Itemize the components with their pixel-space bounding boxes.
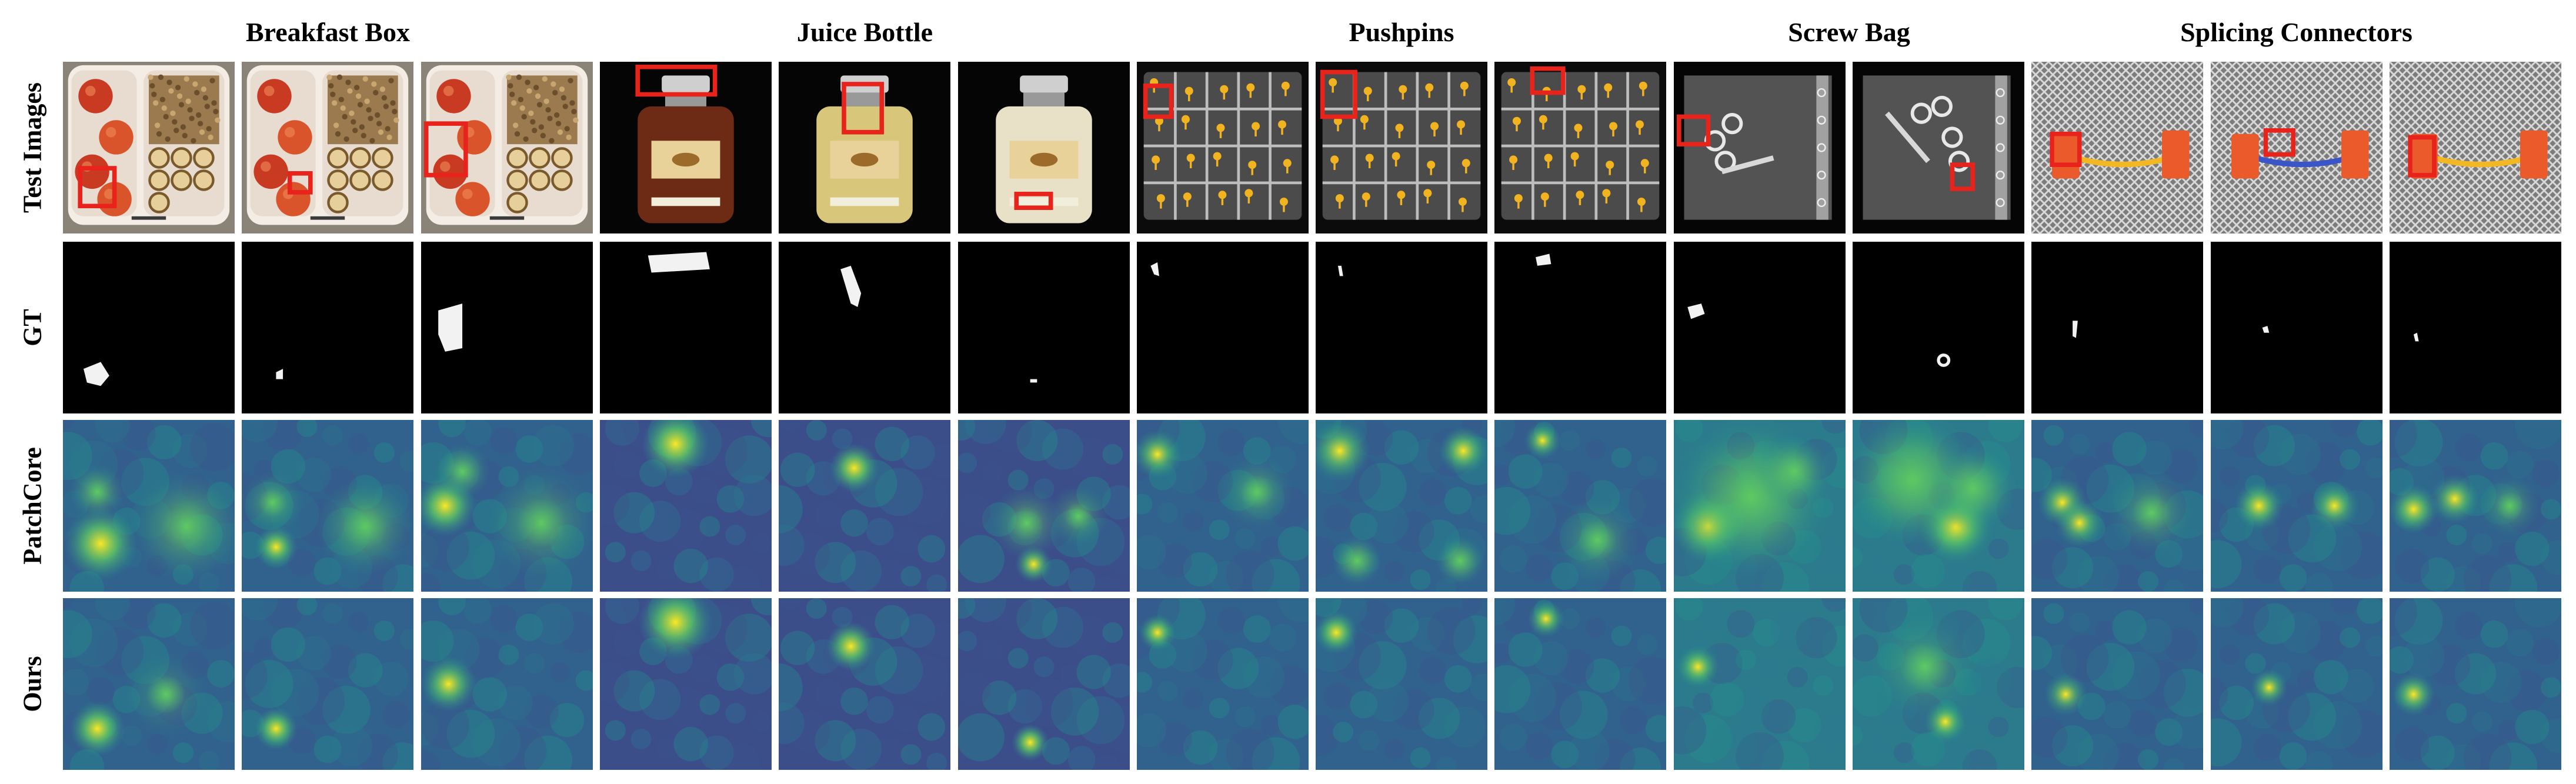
- test-image-pushpins-1: [1137, 62, 1309, 233]
- row-label-ours: Ours: [18, 656, 47, 712]
- patchcore-heatmap-screw-2: [1853, 420, 2024, 592]
- test-image-pushpins-3: [1494, 62, 1666, 233]
- ours-heatmap-screw-1: [1674, 598, 1846, 770]
- gt-mask-pushpins-3: [1494, 242, 1666, 413]
- patchcore-heatmap-splicing-1: [2031, 420, 2203, 592]
- test-image-juice-3: [958, 62, 1130, 233]
- category-title-pushpins: Pushpins: [1349, 17, 1454, 47]
- ours-heatmap-splicing-2: [2211, 598, 2383, 770]
- gt-mask-pushpins-2: [1316, 242, 1487, 413]
- test-image-splicing-3: [2390, 62, 2561, 233]
- gt-mask-breakfast-3: [421, 242, 593, 413]
- patchcore-heatmap-splicing-3: [2390, 420, 2561, 592]
- gt-mask-breakfast-1: [63, 242, 235, 413]
- patchcore-heatmap-pushpins-3: [1494, 420, 1666, 592]
- ours-heatmap-juice-1: [600, 598, 772, 770]
- ours-heatmap-juice-3: [958, 598, 1130, 770]
- test-image-pushpins-2: [1316, 62, 1487, 233]
- gt-mask-screw-2: [1853, 242, 2024, 413]
- ours-heatmap-splicing-1: [2031, 598, 2203, 770]
- category-title-juice: Juice Bottle: [796, 17, 933, 47]
- patchcore-heatmap-splicing-2: [2211, 420, 2383, 592]
- category-title-splicing: Splicing Connectors: [2180, 17, 2413, 47]
- gt-mask-juice-1: [600, 242, 772, 413]
- category-title-screw: Screw Bag: [1788, 17, 1910, 47]
- ours-heatmap-pushpins-2: [1316, 598, 1487, 770]
- test-image-juice-1: [600, 62, 772, 233]
- gt-mask-pushpins-1: [1137, 242, 1309, 413]
- ours-heatmap-splicing-3: [2390, 598, 2561, 770]
- patchcore-heatmap-breakfast-3: [421, 420, 593, 592]
- test-image-screw-1: [1674, 62, 1846, 233]
- test-image-splicing-2: [2211, 62, 2383, 233]
- gt-mask-screw-1: [1674, 242, 1846, 413]
- category-title-breakfast: Breakfast Box: [246, 17, 410, 47]
- patchcore-heatmap-pushpins-2: [1316, 420, 1487, 592]
- ours-heatmap-screw-2: [1853, 598, 2024, 770]
- patchcore-heatmap-breakfast-1: [63, 420, 235, 592]
- test-image-breakfast-2: [242, 62, 413, 233]
- ours-heatmap-breakfast-2: [242, 598, 413, 770]
- ours-heatmap-pushpins-1: [1137, 598, 1309, 770]
- test-image-screw-2: [1853, 62, 2024, 233]
- patchcore-heatmap-screw-1: [1674, 420, 1846, 592]
- test-image-splicing-1: [2031, 62, 2203, 233]
- ours-heatmap-pushpins-3: [1494, 598, 1666, 770]
- row-label-patchcore: PatchCore: [18, 447, 47, 565]
- row-label-gt: GT: [18, 309, 47, 346]
- patchcore-heatmap-juice-2: [779, 420, 950, 592]
- test-image-breakfast-3: [421, 62, 593, 233]
- ours-heatmap-juice-2: [779, 598, 950, 770]
- patchcore-heatmap-pushpins-1: [1137, 420, 1309, 592]
- test-image-juice-2: [779, 62, 950, 233]
- ours-heatmap-breakfast-3: [421, 598, 593, 770]
- ours-heatmap-breakfast-1: [63, 598, 235, 770]
- patchcore-heatmap-breakfast-2: [242, 420, 413, 592]
- test-image-breakfast-1: [63, 62, 235, 233]
- gt-mask-splicing-3: [2390, 242, 2561, 413]
- gt-mask-splicing-1: [2031, 242, 2203, 413]
- patchcore-heatmap-juice-1: [600, 420, 772, 592]
- gt-mask-juice-3: [958, 242, 1130, 413]
- gt-mask-breakfast-2: [242, 242, 413, 413]
- patchcore-heatmap-juice-3: [958, 420, 1130, 592]
- row-label-test-images: Test Images: [18, 82, 47, 213]
- gt-mask-splicing-2: [2211, 242, 2383, 413]
- gt-mask-juice-2: [779, 242, 950, 413]
